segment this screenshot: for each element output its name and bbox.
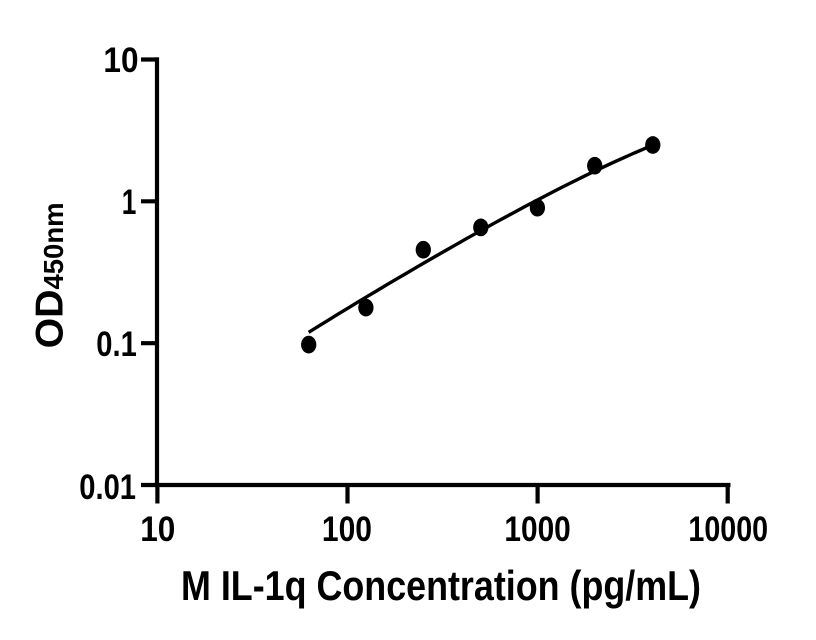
svg-text:0.01: 0.01: [79, 468, 136, 507]
svg-text:100: 100: [322, 510, 372, 549]
svg-text:10000: 10000: [688, 510, 768, 549]
svg-text:10: 10: [140, 510, 175, 549]
svg-text:M IL-1q Concentration (pg/mL): M IL-1q Concentration (pg/mL): [181, 562, 701, 609]
svg-text:OD450nm: OD450nm: [29, 202, 72, 348]
svg-text:0.1: 0.1: [96, 325, 137, 364]
svg-text:1000: 1000: [504, 510, 570, 549]
svg-text:10: 10: [103, 41, 138, 80]
svg-text:1: 1: [122, 183, 137, 222]
